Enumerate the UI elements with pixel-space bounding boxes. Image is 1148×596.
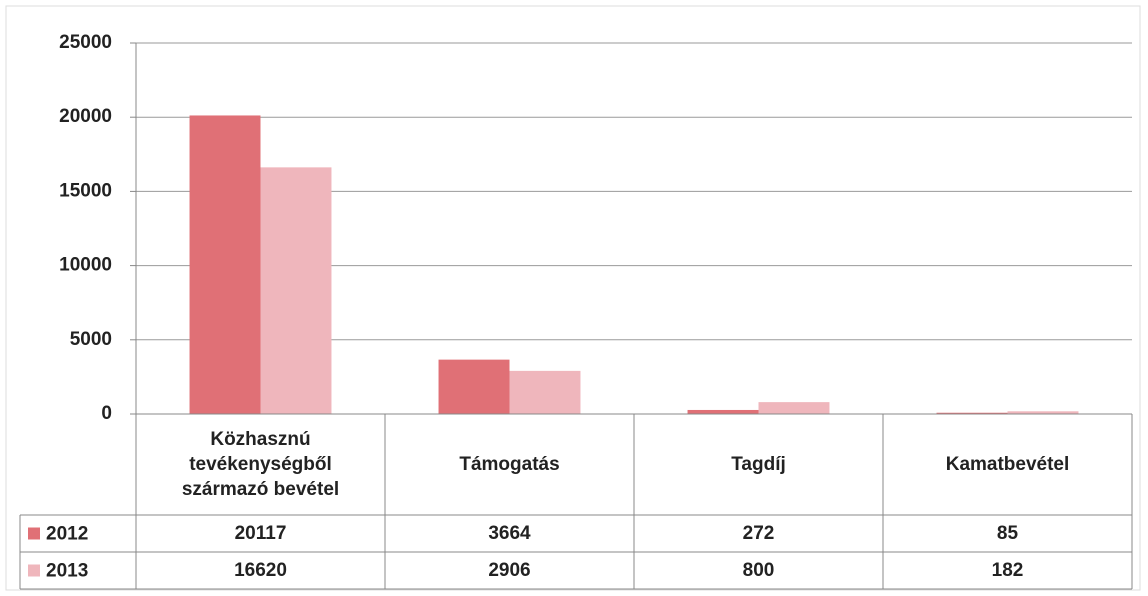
y-tick-label: 0: [101, 403, 112, 424]
x-tick-label: Kamatbevétel: [945, 454, 1070, 475]
table-value: 2906: [488, 560, 531, 581]
bar: [509, 370, 581, 414]
x-tick-label: Támogatás: [459, 454, 560, 475]
y-tick-label: 25000: [59, 32, 112, 53]
bar: [758, 402, 830, 414]
y-tick-label: 15000: [59, 180, 112, 201]
bar: [1007, 411, 1079, 414]
table-value: 16620: [234, 560, 287, 581]
y-tick-label: 10000: [59, 255, 112, 276]
legend-label: 2012: [46, 524, 88, 545]
table-value: 182: [991, 560, 1024, 581]
bar: [189, 115, 261, 415]
legend-label: 2013: [46, 561, 88, 582]
table-value: 800: [742, 560, 775, 581]
table-value: 85: [996, 523, 1019, 544]
bar: [260, 167, 332, 414]
table-value: 272: [742, 523, 775, 544]
bar: [687, 409, 759, 414]
table-value: 3664: [488, 523, 531, 544]
legend-swatch: [28, 527, 40, 540]
x-tick-label: Közhasznú tevékenységből származó bevéte…: [181, 429, 340, 500]
table-value: 20117: [234, 523, 287, 544]
y-tick-label: 5000: [70, 329, 112, 350]
bar: [438, 359, 510, 414]
legend-swatch: [28, 564, 40, 577]
x-tick-label: Tagdíj: [731, 454, 786, 475]
y-tick-label: 20000: [59, 106, 112, 127]
chart-frame: [5, 5, 1141, 591]
bar: [936, 412, 1008, 414]
